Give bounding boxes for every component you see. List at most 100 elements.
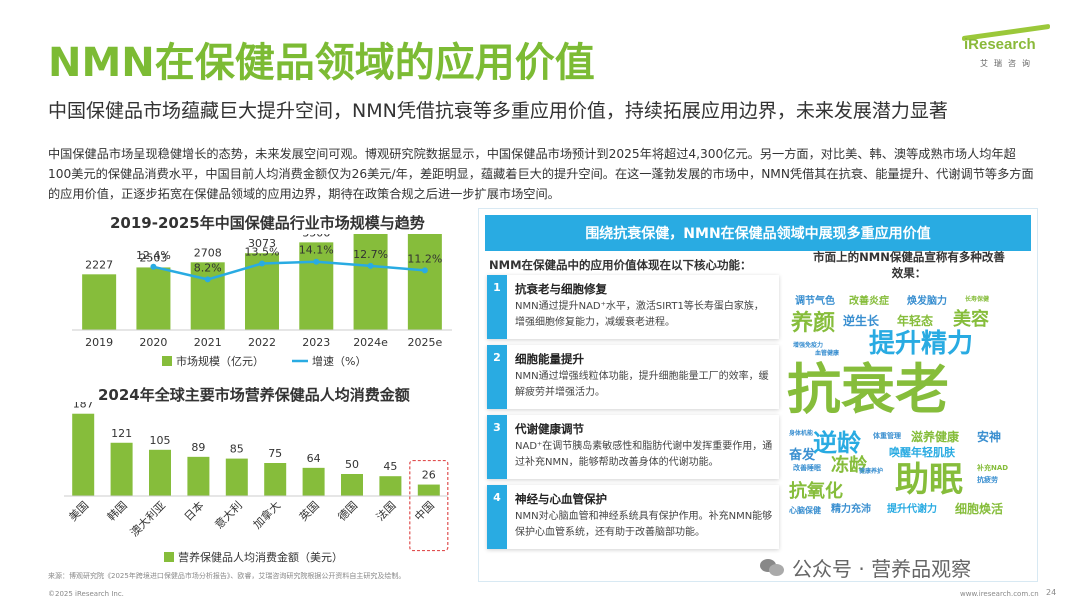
- source-footnote: 来源：博观研究院《2025年跨境进口保健品市场分析报告》、欧睿，艾瑞咨询研究院根…: [48, 572, 406, 580]
- country-tick-label: 加拿大: [250, 498, 283, 531]
- country-tick-label: 英国: [296, 498, 321, 523]
- cloud-word: 助眠: [895, 460, 963, 500]
- country-tick-label: 法国: [373, 498, 398, 523]
- country-bar: [341, 474, 363, 496]
- page-subtitle: 中国保健品市场蕴藏巨大提升空间，NMN凭借抗衰等多重应用价值，持续拓展应用边界，…: [48, 100, 948, 122]
- market-bar: [407, 234, 442, 330]
- website: www.iresearch.com.cn: [960, 590, 1039, 598]
- cloud-word: 细胞焕活: [955, 502, 1004, 516]
- application-panel: 围绕抗衰保健，NMN在保健品领域中展现多重应用价值 NMM在保健品中的应用价值体…: [478, 208, 1038, 582]
- bar-value-label: 89: [191, 441, 205, 454]
- item-desc: NMN通过增强线粒体功能，提升细胞能量工厂的效率，缓解疲劳并增强活力。: [515, 371, 769, 398]
- panel-right-heading: 市面上的NMN保健品宣称有多种改善效果：: [813, 250, 1005, 280]
- country-bar: [417, 484, 440, 496]
- legend-bar-swatch: [162, 356, 172, 366]
- cloud-word: 调节气色: [795, 296, 835, 307]
- cloud-word: 抗衰老: [787, 358, 949, 421]
- cloud-word: 美容: [953, 309, 989, 330]
- growth-point: [313, 258, 320, 265]
- cloud-word: 抗疲劳: [977, 476, 998, 484]
- panel-left-heading: NMM在保健品中的应用价值体现在以下核心功能：: [489, 258, 752, 272]
- cloud-word: 逆龄: [813, 429, 861, 457]
- country-tick-label: 意大利: [212, 498, 245, 531]
- logo-name: iResearch: [964, 36, 1036, 53]
- item-number: 2: [487, 345, 507, 409]
- item-desc: NMN对心脑血管和神经系统具有保护作用。补充NMN能够保护心血管系统，还有助于改…: [515, 511, 773, 538]
- x-tick-label: 2022: [248, 336, 276, 349]
- country-bar: [187, 456, 210, 496]
- cloud-word: 奋发: [789, 448, 816, 463]
- growth-label: 12.7%: [353, 248, 388, 261]
- cloud-word: 健康养护: [859, 468, 884, 475]
- x-tick-label: 2024e: [353, 336, 388, 349]
- bar-value-label: 2708: [194, 246, 222, 259]
- intro-paragraph: 中国保健品市场呈现稳健增长的态势，未来发展空间可观。博观研究院数据显示，中国保健…: [48, 147, 1034, 201]
- wechat-icon: [760, 557, 786, 577]
- cloud-word: 改善睡眠: [793, 464, 821, 472]
- bar-value-label: 3073: [248, 237, 276, 250]
- chart1-title: 2019-2025年中国保健品行业市场规模与趋势: [110, 214, 425, 232]
- cloud-word: 年轻态: [897, 314, 934, 328]
- page-number: 24: [1046, 588, 1057, 597]
- cloud-word: 唤醒年轻肌肤: [889, 446, 955, 459]
- bar-value-label: 3506: [302, 234, 330, 239]
- growth-label: 13.5%: [245, 246, 280, 259]
- item-number: 3: [487, 415, 507, 479]
- cloud-word: 补充NAD: [977, 464, 1009, 472]
- cloud-word: 滋养健康: [911, 430, 960, 444]
- growth-point: [367, 262, 374, 269]
- x-tick-label: 2025e: [407, 336, 442, 349]
- country-tick-label: 澳大利亚: [127, 498, 168, 539]
- function-item-2: 2 细胞能量提升 NMN通过增强线粒体功能，提升细胞能量工厂的效率，缓解疲劳并增…: [487, 345, 779, 409]
- market-bar: [190, 262, 225, 330]
- item-title: 细胞能量提升: [515, 352, 584, 366]
- country-bar: [379, 476, 402, 496]
- x-tick-label: 2023: [302, 336, 330, 349]
- cloud-word: 焕发脑力: [907, 296, 947, 307]
- cloud-word: 冻龄: [831, 455, 867, 476]
- x-tick-label: 2021: [194, 336, 222, 349]
- country-bar: [149, 449, 171, 496]
- word-cloud: 调节气色 改善炎症 焕发脑力 长寿保健 养颜 逆生长 年轻态 美容 增强免疫力 …: [787, 291, 1027, 531]
- bar-value-label: 2227: [85, 258, 113, 271]
- bar-value-label: 85: [230, 443, 244, 456]
- bar-value-label: 26: [422, 469, 436, 482]
- growth-point: [150, 263, 157, 270]
- bar-value-label: 105: [150, 434, 171, 447]
- country-bar: [302, 467, 325, 496]
- cloud-word: 精力充沛: [831, 504, 871, 515]
- item-desc: NAD⁺在调节胰岛素敏感性和脂肪代谢中发挥重要作用，通过补充NMN，能够帮助改善…: [515, 441, 773, 468]
- market-bar: [353, 234, 388, 330]
- wechat-watermark: 公众号 · 营养品观察: [754, 553, 978, 581]
- bar-value-label: 75: [268, 447, 282, 460]
- cloud-word: 体重管理: [873, 432, 901, 440]
- cloud-word: 增强免疫力: [793, 342, 824, 349]
- legend-bar-label: 营养保健品人均消费金额（美元）: [178, 550, 343, 564]
- cloud-word: 逆生长: [843, 314, 880, 328]
- cloud-word: 提升代谢力: [887, 504, 937, 515]
- country-bar: [110, 442, 133, 496]
- watermark-text: 公众号 · 营养品观察: [792, 556, 972, 581]
- cloud-word: 血管健康: [815, 350, 840, 357]
- growth-line: [153, 260, 425, 281]
- item-title: 神经与心血管保护: [515, 492, 607, 506]
- page-title: NMN在保健品领域的应用价值: [48, 40, 595, 86]
- panel-header: 围绕抗衰保健，NMN在保健品领域中展现多重应用价值: [485, 215, 1031, 251]
- function-item-4: 4 神经与心血管保护 NMN对心脑血管和神经系统具有保护作用。补充NMN能够保护…: [487, 485, 779, 549]
- bar-value-label: 50: [345, 458, 359, 471]
- growth-label: 12.4%: [136, 249, 171, 262]
- legend-bar-label: 市场规模（亿元）: [176, 354, 264, 368]
- chart2-title: 2024年全球主要市场营养保健品人均消费金额: [98, 386, 410, 404]
- bar-value-label: 64: [307, 452, 321, 465]
- legend-line-label: 增速（%）: [312, 354, 366, 368]
- per-capita-chart: 187 美国 121 韩国 105 澳大利亚 89 日本 85 意大利 75 加拿大 64 英国 50 德国 4…: [64, 402, 449, 564]
- country-tick-label: 中国: [412, 499, 437, 524]
- bar-value-label: 2503: [139, 251, 167, 264]
- x-tick-label: 2019: [85, 336, 113, 349]
- item-title: 代谢健康调节: [515, 422, 584, 436]
- item-number: 1: [487, 275, 507, 339]
- legend-bar-swatch: [164, 552, 174, 562]
- country-bar: [72, 413, 95, 496]
- cloud-word: 身体机能: [789, 430, 814, 437]
- growth-label: 11.2%: [407, 252, 442, 265]
